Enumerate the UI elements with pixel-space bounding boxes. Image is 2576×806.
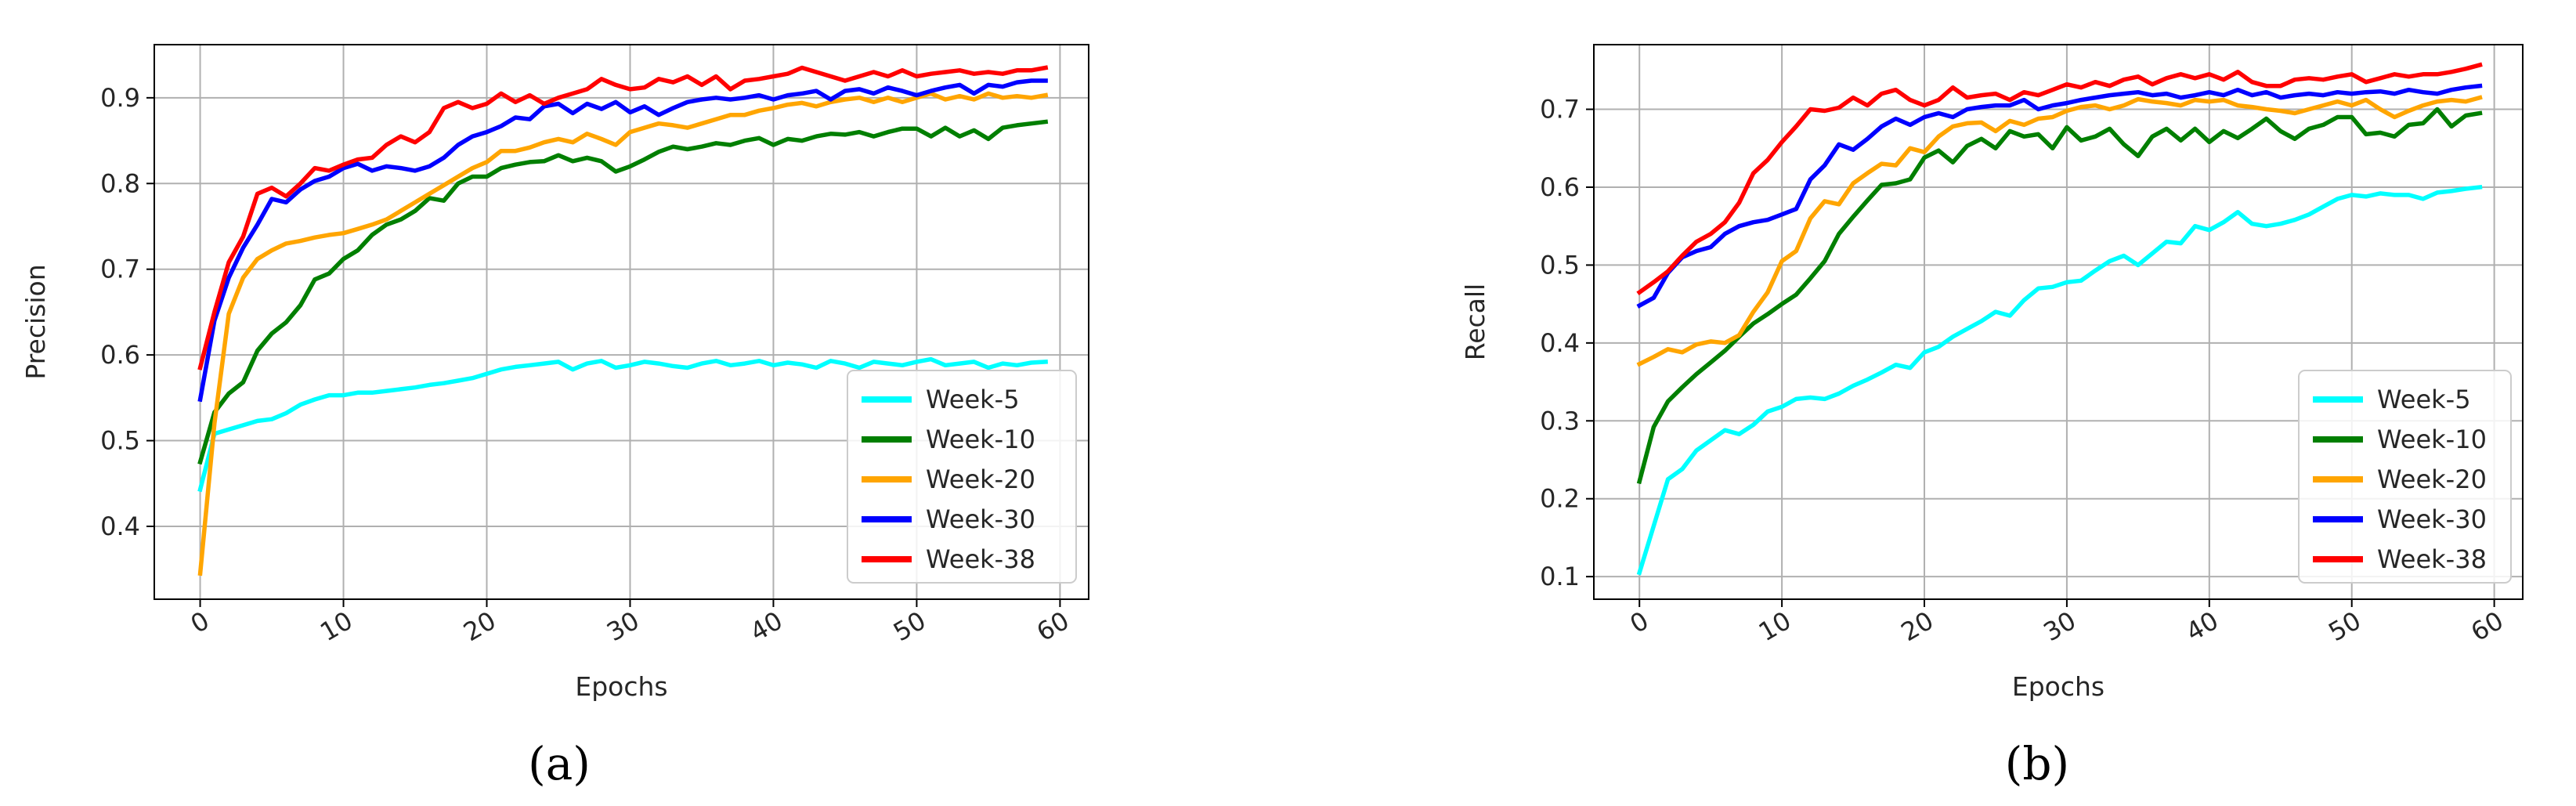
- y-axis-label: Precision: [20, 264, 51, 379]
- x-axis-label: Epochs: [2012, 671, 2105, 702]
- series-line-week-30: [197, 78, 1048, 403]
- legend-label: Week-38: [2377, 544, 2487, 574]
- legend: Week-5 Week-10 Week-20 Week-30 Week-38: [2298, 370, 2512, 584]
- legend-label: Week-10: [926, 425, 1035, 454]
- legend-label: Week-30: [2377, 504, 2487, 534]
- y-tick-label: 0.6: [100, 340, 140, 370]
- series-line-week-10: [197, 119, 1049, 465]
- series-line-week-5: [1636, 184, 2483, 576]
- legend-label: Week-30: [926, 504, 1035, 534]
- series-line-week-38: [197, 65, 1049, 370]
- y-tick-label: 0.3: [1540, 406, 1580, 436]
- figure-caption: (a): [528, 737, 591, 790]
- x-axis-label: Epochs: [575, 671, 667, 702]
- y-tick-label: 0.4: [1540, 328, 1580, 358]
- legend-label: Week-38: [926, 544, 1035, 574]
- y-tick-label: 0.8: [100, 168, 140, 198]
- figure-caption: (b): [2005, 737, 2069, 790]
- y-tick-label: 0.5: [1540, 250, 1580, 280]
- y-tick-label: 0.6: [1540, 172, 1580, 202]
- axes-frame: [154, 44, 1089, 600]
- y-tick-label: 0.5: [100, 426, 140, 456]
- legend-label: Week-10: [2377, 425, 2487, 454]
- legend-label: Week-5: [2377, 385, 2471, 414]
- axes-frame: [1593, 44, 2524, 600]
- series-line-week-20: [1636, 95, 2483, 367]
- series-line-week-10: [1636, 107, 2483, 485]
- series-line-week-38: [1636, 62, 2483, 296]
- y-tick-label: 0.7: [100, 255, 140, 284]
- series-line-week-5: [197, 356, 1049, 493]
- legend-box: [2298, 370, 2512, 584]
- legend: Week-5 Week-10 Week-20 Week-30 Week-38: [847, 370, 1077, 584]
- series-line-week-30: [1636, 83, 2483, 309]
- y-tick-label: 0.7: [1540, 95, 1580, 125]
- series-line-week-20: [197, 91, 1049, 576]
- legend-label: Week-20: [2377, 464, 2487, 494]
- legend-box: [847, 370, 1077, 584]
- legend-label: Week-20: [926, 464, 1035, 494]
- chart-precision: 0 10 20 30 40 50 600.40.50.60.70.80.9EpochsPre…: [20, 44, 1089, 790]
- y-axis-label: Recall: [1460, 284, 1490, 360]
- y-tick-label: 0.4: [100, 511, 140, 541]
- legend-label: Week-5: [926, 385, 1020, 414]
- y-tick-label: 0.1: [1540, 562, 1580, 591]
- y-tick-label: 0.2: [1540, 484, 1580, 514]
- y-tick-label: 0.9: [100, 83, 140, 113]
